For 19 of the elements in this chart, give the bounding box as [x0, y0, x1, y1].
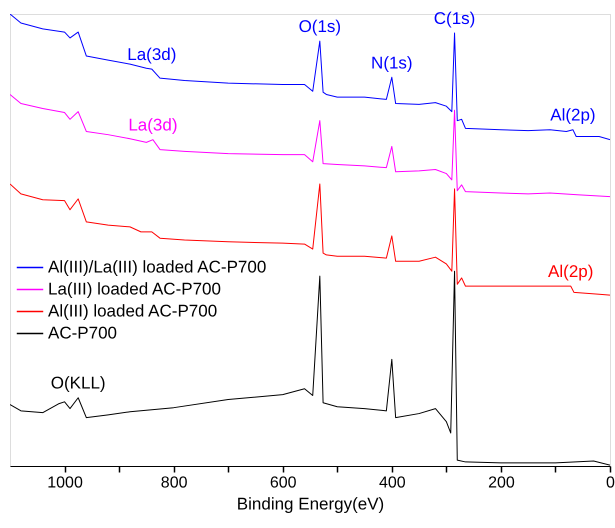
- annotation: Al(2p): [550, 106, 596, 125]
- annotation: O(1s): [298, 17, 342, 36]
- x-tick-label: 0: [606, 474, 615, 492]
- x-tick-label: 600: [270, 474, 297, 492]
- x-axis-title: Binding Energy(eV): [236, 494, 384, 514]
- legend-label: La(III) loaded AC-P700: [48, 280, 221, 299]
- legend-label: Al(III)/La(III) loaded AC-P700: [48, 258, 266, 277]
- annotation: La(3d): [127, 45, 176, 64]
- x-tick-label: 400: [378, 474, 406, 492]
- x-tick-label: 1000: [47, 474, 83, 492]
- annotation: La(3d): [128, 116, 178, 135]
- annotation: Al(2p): [548, 262, 594, 282]
- annotation: N(1s): [371, 53, 413, 72]
- x-tick-label: 200: [488, 474, 515, 492]
- x-tick-label: 800: [160, 474, 188, 492]
- legend-label: AC-P700: [48, 324, 117, 343]
- legend-label: Al(III) loaded AC-P700: [48, 302, 218, 321]
- annotation: O(KLL): [50, 374, 106, 393]
- annotation: C(1s): [434, 8, 476, 28]
